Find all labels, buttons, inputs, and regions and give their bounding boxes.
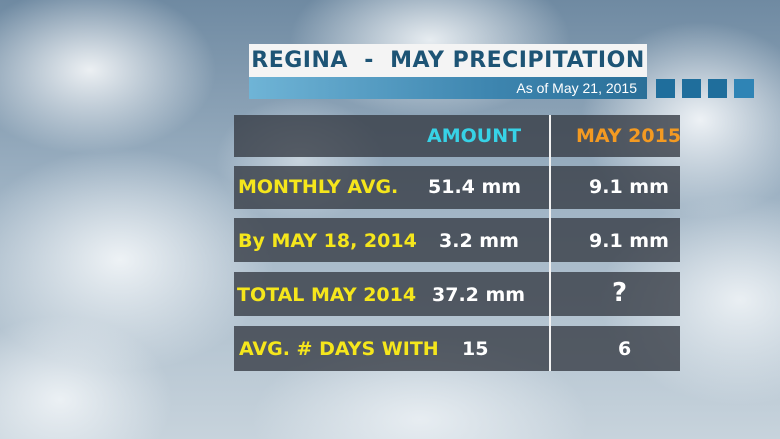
row-label: By MAY 18, 2014 <box>238 230 417 252</box>
deco-square <box>656 79 675 98</box>
table-header-row <box>234 115 680 157</box>
row-label: TOTAL MAY 2014 <box>237 284 417 306</box>
amount-column-header: AMOUNT <box>427 125 522 147</box>
row-label: AVG. # DAYS WITH <box>239 338 439 360</box>
row-amount: 3.2 mm <box>439 230 519 252</box>
may-2015-column-header: MAY 2015 <box>576 125 682 147</box>
row-label: MONTHLY AVG. <box>238 176 399 198</box>
page-title: REGINA - MAY PRECIPITATION <box>251 48 645 73</box>
row-amount: 51.4 mm <box>428 176 522 198</box>
subtitle-bar: As of May 21, 2015 <box>249 77 647 99</box>
table-row <box>234 272 680 316</box>
row-amount: 37.2 mm <box>432 284 526 306</box>
row-may-2015: 9.1 mm <box>589 176 669 198</box>
row-may-2015: 9.1 mm <box>589 230 669 252</box>
row-may-2015: 6 <box>618 338 632 360</box>
deco-square <box>682 79 701 98</box>
title-banner: REGINA - MAY PRECIPITATION <box>249 44 647 77</box>
table-row <box>234 166 680 209</box>
date-subtitle: As of May 21, 2015 <box>516 80 637 96</box>
row-may-2015-unknown: ? <box>612 278 628 308</box>
table-row <box>234 326 680 371</box>
column-divider <box>549 115 551 371</box>
deco-square <box>708 79 727 98</box>
table-row <box>234 218 680 262</box>
row-amount: 15 <box>462 338 489 360</box>
decorative-squares <box>656 79 754 98</box>
deco-square <box>734 79 754 98</box>
